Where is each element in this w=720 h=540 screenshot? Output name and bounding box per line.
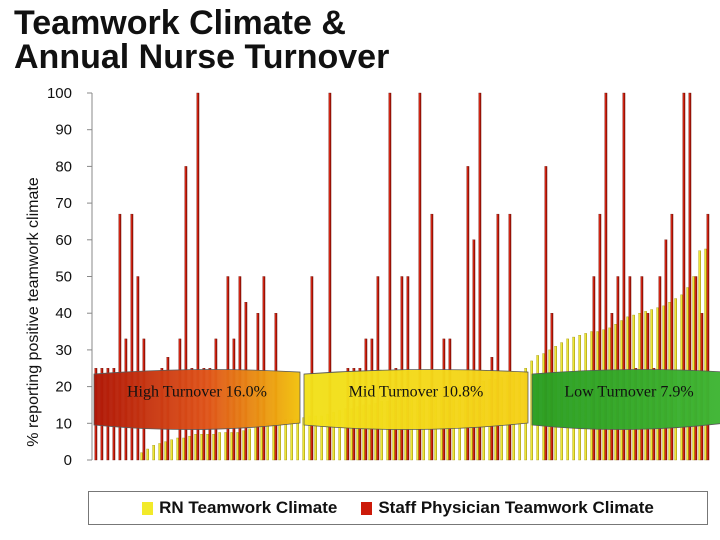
bar-physician — [628, 276, 632, 461]
bar-rn — [158, 443, 161, 461]
y-tick-label: 50 — [55, 269, 72, 286]
bar-rn — [290, 419, 293, 461]
bar-physician — [472, 239, 476, 461]
bar-rn — [146, 448, 149, 461]
bar-rn — [194, 434, 197, 461]
bar-rn — [200, 434, 203, 461]
bar-physician — [238, 276, 242, 461]
bar-rn — [254, 426, 257, 461]
bar-rn — [704, 248, 707, 461]
bar-rn — [176, 437, 179, 461]
bar-physician — [598, 213, 602, 461]
band-low-turnover-label: Low Turnover 7.9% — [564, 384, 693, 401]
bar-rn — [698, 250, 701, 461]
bar-physician — [184, 166, 188, 461]
bar-rn — [278, 421, 281, 461]
bar-rn — [230, 432, 233, 461]
bar-physician — [130, 213, 134, 461]
y-tick-label: 40 — [55, 305, 72, 322]
bar-rn — [296, 419, 299, 461]
legend-label-physician: Staff Physician Teamwork Climate — [378, 498, 654, 517]
y-tick-label: 30 — [55, 342, 72, 359]
band-low-turnover — [531, 369, 720, 430]
bar-physician — [388, 92, 392, 461]
bar-rn — [218, 432, 221, 461]
y-tick-label: 60 — [55, 232, 72, 249]
chart-title-line-1: Teamwork Climate & — [14, 4, 346, 42]
bar-rn — [272, 423, 275, 461]
bar-physician — [376, 276, 380, 461]
bar-physician — [328, 92, 332, 461]
bar-rn — [152, 445, 155, 461]
bar-rn — [170, 439, 173, 461]
band-high-turnover — [93, 369, 301, 430]
legend-item-rn: RN Teamwork Climate — [142, 498, 337, 518]
bar-physician — [118, 213, 122, 461]
bar-physician — [406, 276, 410, 461]
legend: RN Teamwork Climate Staff Physician Team… — [88, 491, 708, 525]
bar-physician — [604, 92, 608, 461]
legend-label-rn: RN Teamwork Climate — [159, 498, 338, 517]
band-mid-turnover-label: Mid Turnover 10.8% — [349, 384, 484, 401]
turnover-bands: High Turnover 16.0% Mid Turnover 10.8% Low… — [93, 369, 720, 430]
y-tick-label: 80 — [55, 158, 72, 175]
band-mid-turnover — [303, 369, 529, 430]
bar-physician — [592, 276, 596, 461]
bar-physician — [622, 92, 626, 461]
bar-physician — [658, 276, 662, 461]
bar-rn — [188, 435, 191, 461]
chart-title-line-2: Annual Nurse Turnover — [14, 38, 390, 76]
y-tick-label: 0 — [64, 452, 72, 469]
y-tick-label: 90 — [55, 122, 72, 139]
bar-rn — [284, 419, 287, 461]
bar-physician — [400, 276, 404, 461]
bar-rn — [236, 432, 239, 461]
bar-physician — [136, 276, 140, 461]
chart-title: Teamwork Climate & Annual Nurse Turnover — [14, 6, 474, 74]
bar-rn — [248, 428, 251, 461]
y-tick-label: 10 — [55, 415, 72, 432]
bar-rn — [260, 424, 263, 461]
bar-rn — [212, 434, 215, 461]
y-tick-label: 70 — [55, 195, 72, 212]
bar-physician — [682, 92, 686, 461]
bar-physician — [706, 213, 710, 461]
bar-physician — [640, 276, 644, 461]
y-tick-label: 100 — [47, 85, 72, 102]
bar-rn — [266, 423, 269, 461]
band-high-turnover-label: High Turnover 16.0% — [127, 384, 267, 401]
bar-physician — [196, 92, 200, 461]
bar-rn — [224, 432, 227, 461]
bar-physician — [544, 166, 548, 461]
y-axis: 0 10 20 30 40 50 60 70 80 90 100 — [47, 85, 93, 469]
y-tick-label: 20 — [55, 379, 72, 396]
bar-rn — [206, 434, 209, 461]
bar-physician — [262, 276, 266, 461]
bar-rn — [140, 452, 143, 461]
bar-physician — [478, 92, 482, 461]
bar-rn — [242, 430, 245, 461]
bar-physician — [694, 276, 698, 461]
legend-swatch-physician — [361, 501, 373, 515]
legend-swatch-rn — [142, 501, 154, 515]
bar-rn — [692, 276, 695, 461]
bar-physician — [418, 92, 422, 461]
bar-physician — [664, 239, 668, 461]
bar-physician — [430, 213, 434, 461]
bar-physician — [310, 276, 314, 461]
bar-physician — [508, 213, 512, 461]
bar-physician — [616, 276, 620, 461]
bar-physician — [496, 213, 500, 461]
bar-physician — [670, 213, 674, 461]
bar-physician — [226, 276, 230, 461]
bar-rn — [182, 437, 185, 461]
legend-item-physician: Staff Physician Teamwork Climate — [361, 498, 654, 518]
bar-physician — [688, 92, 692, 461]
bar-physician — [466, 166, 470, 461]
y-axis-label: % reporting positive teamwork climate — [25, 177, 42, 447]
bar-rn — [164, 441, 167, 461]
